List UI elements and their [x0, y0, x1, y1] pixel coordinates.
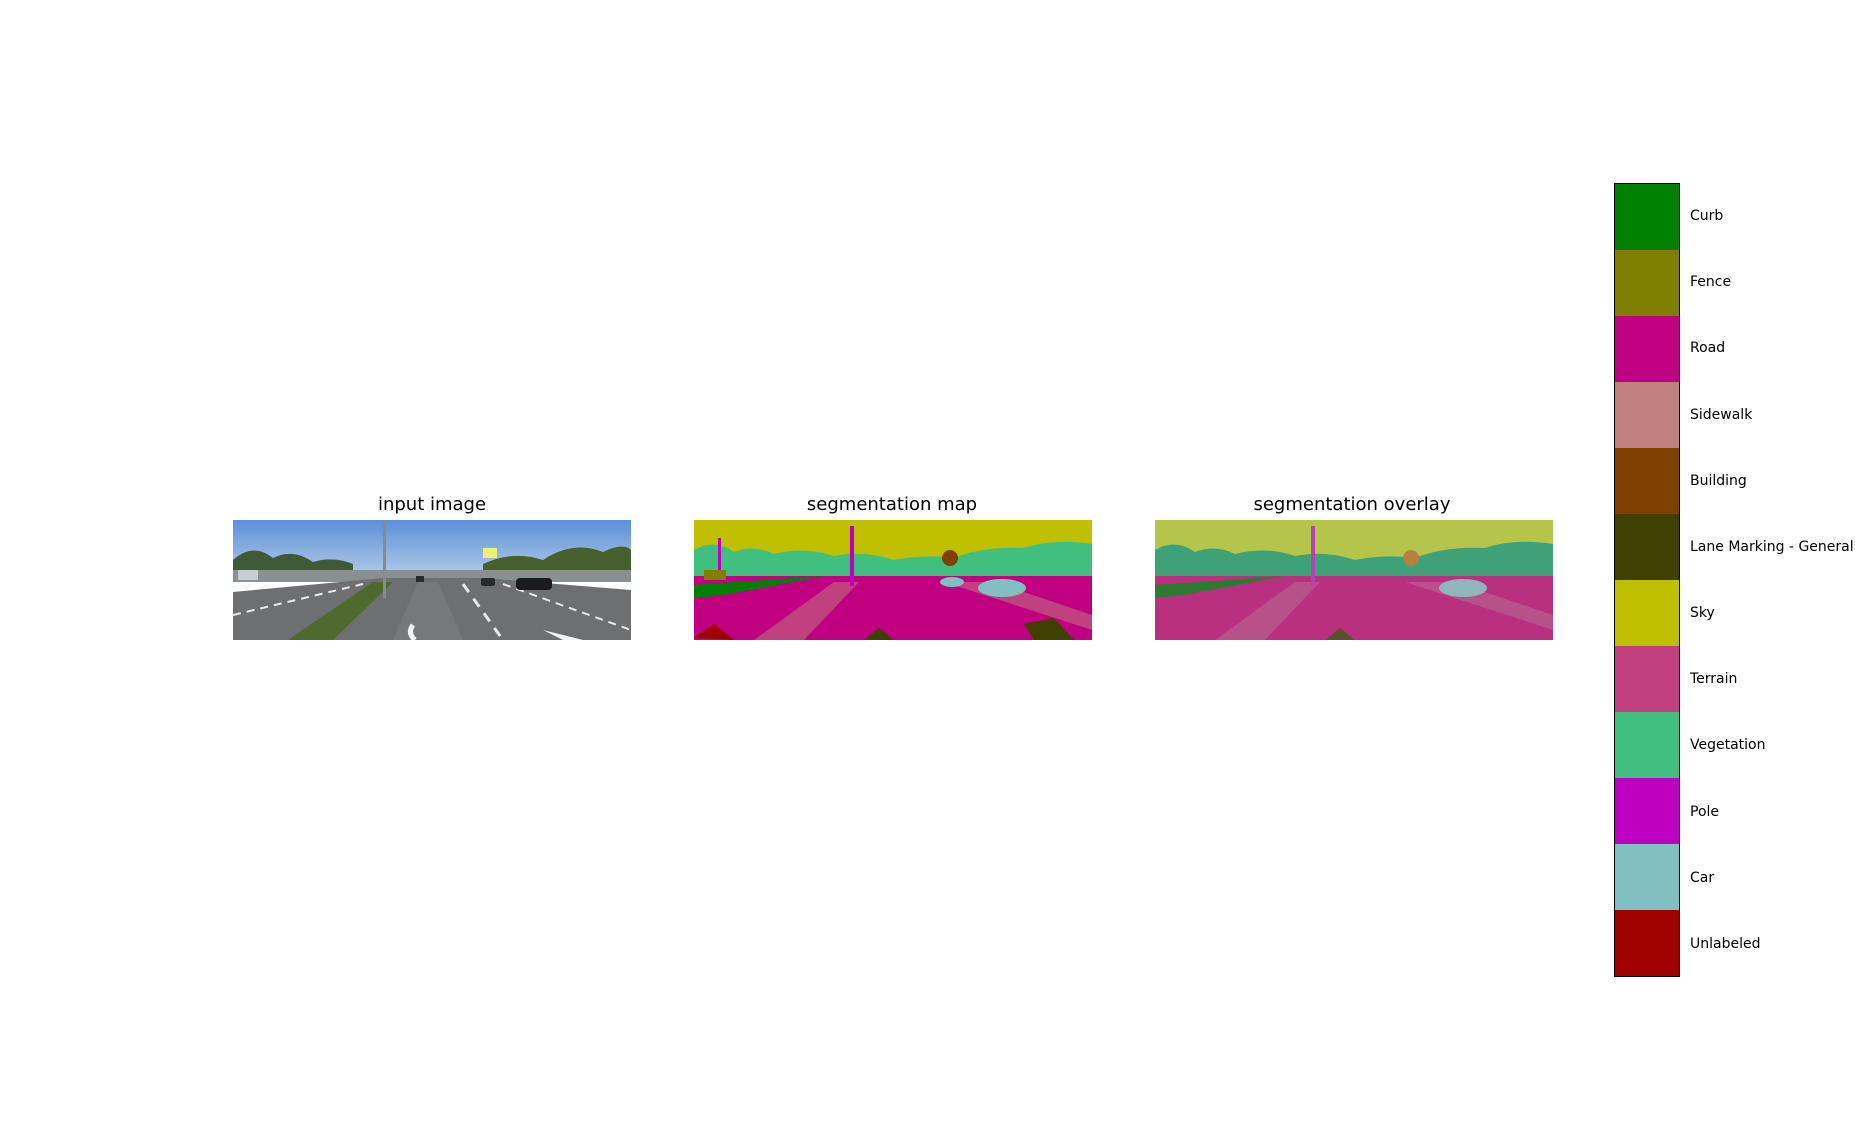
street-scene-photo — [233, 520, 631, 640]
legend-label: Unlabeled — [1690, 911, 1854, 977]
legend-colorbar — [1614, 183, 1680, 977]
legend-swatch — [1615, 778, 1679, 844]
legend-swatch — [1615, 514, 1679, 580]
legend-label: Car — [1690, 845, 1854, 911]
legend-label: Sky — [1690, 580, 1854, 646]
legend-swatch — [1615, 184, 1679, 250]
segmentation-overlay-image — [1155, 520, 1553, 640]
legend-label: Pole — [1690, 779, 1854, 845]
legend-swatch — [1615, 250, 1679, 316]
legend-swatch — [1615, 646, 1679, 712]
legend-swatch — [1615, 844, 1679, 910]
segmentation-map-title: segmentation map — [692, 494, 1092, 515]
legend-label: Terrain — [1690, 646, 1854, 712]
legend-swatch — [1615, 580, 1679, 646]
legend-swatch — [1615, 448, 1679, 514]
legend-swatch — [1615, 316, 1679, 382]
legend-label: Road — [1690, 315, 1854, 381]
legend-label: Fence — [1690, 249, 1854, 315]
input-image — [233, 520, 631, 640]
segmentation-map-image — [694, 520, 1092, 640]
legend-swatch — [1615, 712, 1679, 778]
legend-swatch — [1615, 382, 1679, 448]
legend-label: Building — [1690, 448, 1854, 514]
legend-label: Sidewalk — [1690, 382, 1854, 448]
legend-label: Curb — [1690, 183, 1854, 249]
legend-label: Vegetation — [1690, 712, 1854, 778]
legend-label: Lane Marking - General — [1690, 514, 1854, 580]
segmentation-map — [694, 520, 1092, 640]
legend-labels: Curb Fence Road Sidewalk Building Lane Markin… — [1690, 183, 1854, 977]
segmentation-overlay-title: segmentation overlay — [1152, 494, 1552, 515]
legend-swatch — [1615, 910, 1679, 976]
input-image-title: input image — [232, 494, 632, 515]
segmentation-overlay — [1155, 520, 1553, 640]
